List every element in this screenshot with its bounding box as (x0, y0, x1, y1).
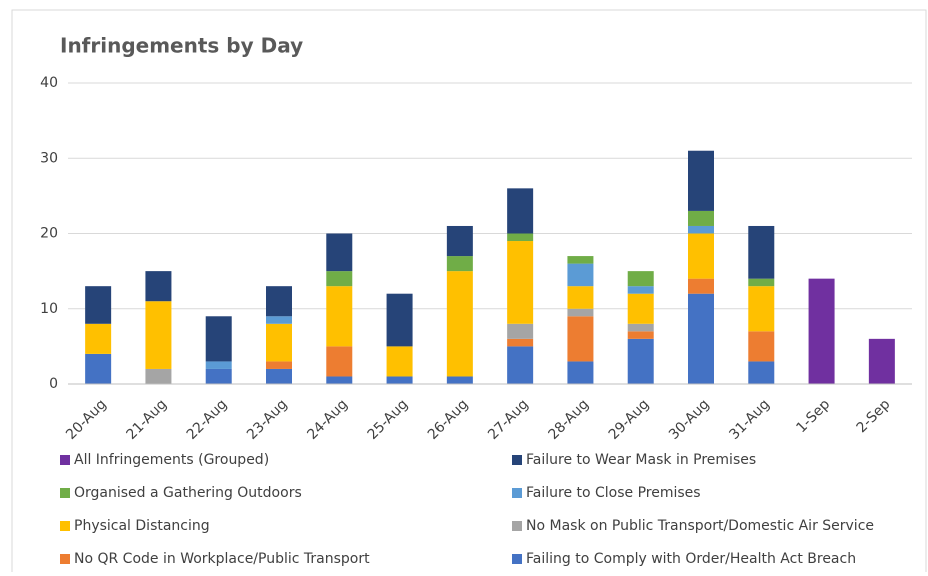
bar-segment (567, 263, 594, 287)
legend-swatch (512, 488, 522, 498)
bar-segment (205, 368, 232, 384)
bar-segment (85, 286, 112, 324)
bar-segment (386, 293, 413, 347)
bar-segment (567, 256, 594, 264)
y-tick-label: 40 (40, 75, 58, 91)
bar-segment (205, 361, 232, 369)
bar-segment (507, 241, 534, 324)
bar-segment (688, 210, 714, 226)
bar-segment (326, 286, 353, 347)
bar-segment (748, 286, 775, 332)
bar-segment (446, 256, 473, 272)
bar-segment (266, 286, 292, 317)
legend-label: Failing to Comply with Order/Health Act … (526, 551, 856, 567)
bar-segment (145, 271, 172, 302)
bar-segment (85, 323, 112, 354)
bar-segment (567, 316, 594, 362)
legend-swatch (512, 521, 522, 531)
legend-swatch (60, 554, 70, 564)
legend-swatch (60, 521, 70, 531)
legend-swatch (512, 554, 522, 564)
y-tick-label: 30 (40, 150, 58, 166)
bar-segment (507, 323, 534, 339)
bar-segment (627, 293, 654, 324)
bar-segment (688, 150, 714, 211)
bar-segment (748, 278, 775, 287)
legend-label: No QR Code in Workplace/Public Transport (74, 551, 370, 567)
bar-segment (688, 278, 714, 294)
legend-swatch (60, 455, 70, 465)
legend-label: No Mask on Public Transport/Domestic Air… (526, 518, 874, 534)
bar-segment (627, 323, 654, 332)
bar-segment (567, 308, 594, 317)
bar-segment (748, 225, 775, 279)
bar-segment (266, 368, 292, 384)
bar-segment (326, 233, 353, 272)
bar-segment (266, 323, 292, 362)
bar-segment (688, 225, 714, 234)
bar-segment (868, 338, 895, 384)
bar-segment (145, 301, 172, 369)
bar-segment (507, 188, 534, 234)
bar-segment (446, 225, 473, 257)
bar-segment (627, 331, 654, 339)
bar-segment (386, 376, 413, 384)
bar-segment (748, 361, 775, 384)
bar-segment (85, 353, 112, 384)
bar-segment (688, 293, 714, 384)
bar-segment (386, 346, 413, 377)
bar-segment (567, 286, 594, 309)
bar-segment (627, 338, 654, 384)
bar-segment (266, 361, 292, 369)
bar-segment (688, 233, 714, 279)
bar-segment (326, 376, 353, 384)
bar-segment (326, 271, 353, 287)
legend-label: Failure to Wear Mask in Premises (526, 452, 756, 468)
bar-segment (446, 271, 473, 377)
bar-segment (627, 271, 654, 287)
bar-segment (145, 368, 172, 384)
legend-label: All Infringements (Grouped) (74, 452, 269, 468)
bar-segment (567, 361, 594, 384)
y-tick-label: 0 (49, 376, 58, 392)
chart-title: Infringements by Day (60, 34, 303, 58)
legend-label: Organised a Gathering Outdoors (74, 485, 302, 501)
bar-segment (808, 278, 835, 384)
y-tick-label: 20 (40, 226, 58, 242)
legend-swatch (512, 455, 522, 465)
y-tick-label: 10 (40, 301, 58, 317)
legend-swatch (60, 488, 70, 498)
bar-segment (205, 316, 232, 362)
bar-segment (326, 346, 353, 377)
bar-segment (627, 286, 654, 294)
legend-label: Physical Distancing (74, 518, 210, 534)
bar-segment (748, 331, 775, 362)
bar-segment (507, 233, 534, 242)
legend-label: Failure to Close Premises (526, 485, 701, 501)
bar-segment (507, 338, 534, 347)
bar-segment (446, 376, 473, 384)
bar-segment (507, 346, 534, 384)
bar-segment (266, 316, 292, 324)
